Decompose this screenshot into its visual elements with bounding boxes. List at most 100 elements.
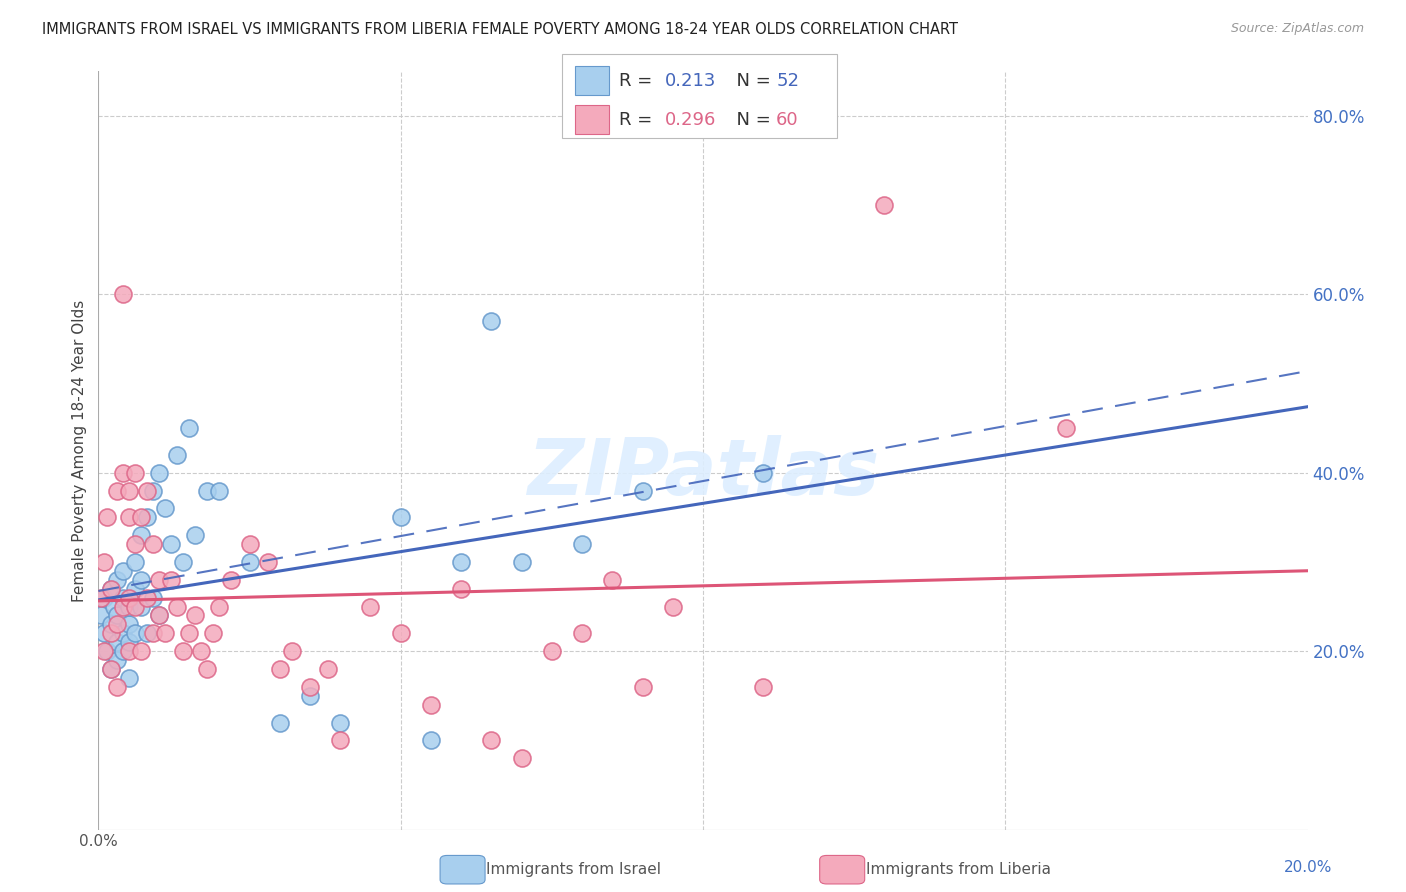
Text: 0.213: 0.213 bbox=[665, 71, 717, 89]
Point bbox=[631, 483, 654, 498]
Point bbox=[124, 626, 146, 640]
Point bbox=[202, 626, 225, 640]
Point bbox=[111, 644, 134, 658]
Point bbox=[100, 582, 122, 596]
Point bbox=[752, 680, 775, 694]
Point bbox=[269, 662, 291, 676]
Point bbox=[111, 591, 134, 605]
Point bbox=[329, 733, 352, 747]
Point bbox=[571, 626, 593, 640]
Text: ZIPatlas: ZIPatlas bbox=[527, 435, 879, 511]
Point bbox=[103, 599, 125, 614]
Point bbox=[118, 635, 141, 649]
Point bbox=[142, 591, 165, 605]
Point bbox=[221, 573, 243, 587]
Point bbox=[142, 537, 165, 551]
Point bbox=[360, 599, 382, 614]
Text: Immigrants from Israel: Immigrants from Israel bbox=[486, 863, 661, 877]
Point bbox=[105, 635, 128, 649]
Point bbox=[111, 564, 134, 578]
Point bbox=[90, 608, 112, 623]
Point bbox=[179, 626, 201, 640]
Point bbox=[166, 599, 188, 614]
Point bbox=[93, 644, 115, 658]
Point bbox=[160, 573, 183, 587]
Point bbox=[153, 501, 176, 516]
Text: N =: N = bbox=[725, 71, 778, 89]
Point bbox=[172, 644, 194, 658]
Point bbox=[450, 555, 472, 569]
Point bbox=[100, 582, 122, 596]
Point bbox=[208, 483, 231, 498]
Point bbox=[100, 617, 122, 632]
Point bbox=[299, 689, 322, 703]
Point bbox=[602, 573, 624, 587]
Y-axis label: Female Poverty Among 18-24 Year Olds: Female Poverty Among 18-24 Year Olds bbox=[72, 300, 87, 601]
Point bbox=[105, 653, 128, 667]
Point bbox=[631, 680, 654, 694]
Point bbox=[129, 573, 152, 587]
Text: R =: R = bbox=[619, 71, 658, 89]
Point bbox=[148, 608, 170, 623]
Text: 60: 60 bbox=[776, 111, 799, 128]
Point bbox=[118, 483, 141, 498]
Point bbox=[105, 483, 128, 498]
Point bbox=[420, 733, 443, 747]
Point bbox=[160, 537, 183, 551]
Point bbox=[142, 626, 165, 640]
Point bbox=[195, 662, 218, 676]
Point bbox=[129, 599, 152, 614]
Point bbox=[256, 555, 278, 569]
Point bbox=[129, 644, 152, 658]
Point bbox=[179, 421, 201, 435]
Point bbox=[124, 537, 146, 551]
Point bbox=[239, 537, 262, 551]
Point bbox=[111, 626, 134, 640]
Text: Immigrants from Liberia: Immigrants from Liberia bbox=[866, 863, 1052, 877]
Point bbox=[184, 528, 207, 542]
Point bbox=[148, 608, 170, 623]
Point bbox=[172, 555, 194, 569]
Point bbox=[166, 448, 188, 462]
Point bbox=[184, 608, 207, 623]
Point bbox=[510, 751, 533, 765]
Point bbox=[118, 671, 141, 685]
Point bbox=[105, 608, 128, 623]
Point bbox=[142, 483, 165, 498]
Point bbox=[195, 483, 218, 498]
Point bbox=[329, 715, 352, 730]
Point bbox=[481, 314, 503, 328]
Point bbox=[96, 510, 118, 524]
Point bbox=[571, 537, 593, 551]
Point bbox=[420, 698, 443, 712]
Point bbox=[153, 626, 176, 640]
Point bbox=[269, 715, 291, 730]
Point bbox=[752, 466, 775, 480]
Text: 20.0%: 20.0% bbox=[1284, 860, 1331, 875]
Point bbox=[93, 626, 115, 640]
Point bbox=[93, 591, 115, 605]
Point bbox=[389, 510, 412, 524]
Point bbox=[124, 466, 146, 480]
Point bbox=[105, 573, 128, 587]
Point bbox=[316, 662, 339, 676]
Point bbox=[90, 591, 112, 605]
Point bbox=[129, 510, 152, 524]
Point bbox=[148, 466, 170, 480]
Point bbox=[100, 626, 122, 640]
Point bbox=[118, 591, 141, 605]
Point bbox=[118, 644, 141, 658]
Point bbox=[540, 644, 562, 658]
Point bbox=[124, 582, 146, 596]
Point bbox=[873, 198, 896, 212]
Text: 0.296: 0.296 bbox=[665, 111, 717, 128]
Text: R =: R = bbox=[619, 111, 658, 128]
Point bbox=[281, 644, 304, 658]
Point bbox=[389, 626, 412, 640]
Text: Source: ZipAtlas.com: Source: ZipAtlas.com bbox=[1230, 22, 1364, 36]
Point bbox=[105, 680, 128, 694]
Point bbox=[118, 617, 141, 632]
Point bbox=[135, 591, 157, 605]
Point bbox=[111, 287, 134, 301]
Point bbox=[111, 466, 134, 480]
